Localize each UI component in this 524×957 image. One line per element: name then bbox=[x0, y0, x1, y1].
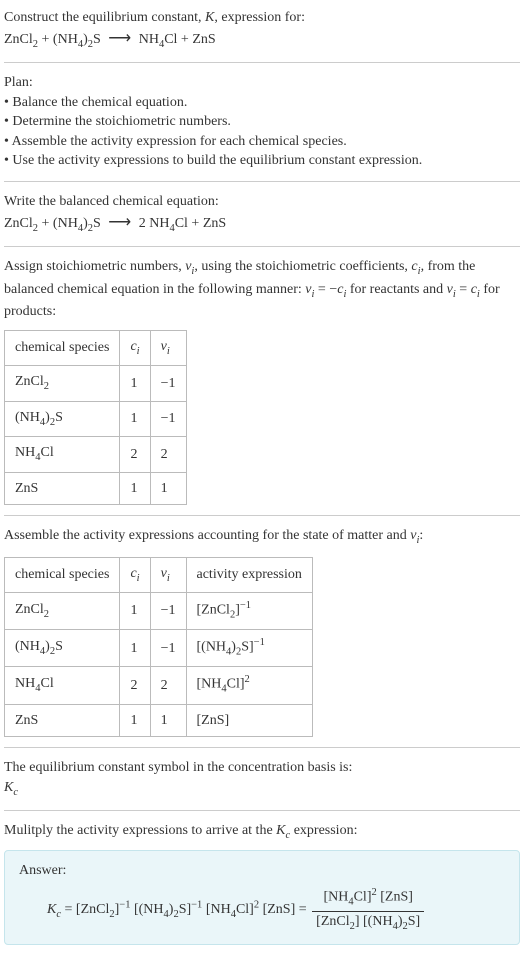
col-activity: activity expression bbox=[186, 557, 312, 592]
col-nui: νi bbox=[150, 330, 186, 365]
answer-label: Answer: bbox=[19, 861, 505, 881]
prompt-text-b: , expression for: bbox=[214, 10, 305, 25]
plan-list: Balance the chemical equation. Determine… bbox=[4, 93, 520, 171]
assemble-text: Assemble the activity expressions accoun… bbox=[4, 526, 520, 548]
plan-item: Balance the chemical equation. bbox=[4, 93, 520, 113]
answer-box: Answer: Kc = [ZnCl2]−1 [(NH4)2S]−1 [NH4C… bbox=[4, 850, 520, 945]
kc-symbol-section: The equilibrium constant symbol in the c… bbox=[4, 758, 520, 800]
plan-item: Use the activity expressions to build th… bbox=[4, 151, 520, 171]
table-header-row: chemical species ci νi activity expressi… bbox=[5, 557, 313, 592]
prompt-line: Construct the equilibrium constant, K, e… bbox=[4, 8, 520, 28]
multiply-text: Mulitply the activity expressions to arr… bbox=[4, 821, 520, 843]
table-row: ZnS 1 1 [ZnS] bbox=[5, 704, 313, 737]
kc-text: The equilibrium constant symbol in the c… bbox=[4, 758, 520, 778]
stoichiometry-table: chemical species ci νi ZnCl2 1 −1 (NH4)2… bbox=[4, 330, 187, 506]
col-species: chemical species bbox=[5, 330, 120, 365]
k-symbol: K bbox=[205, 10, 214, 25]
col-ci: ci bbox=[120, 330, 150, 365]
divider bbox=[4, 747, 520, 748]
assign-section: Assign stoichiometric numbers, νi, using… bbox=[4, 257, 520, 505]
assign-text: Assign stoichiometric numbers, νi, using… bbox=[4, 257, 520, 322]
divider bbox=[4, 515, 520, 516]
divider bbox=[4, 181, 520, 182]
col-nui: νi bbox=[150, 557, 186, 592]
assemble-section: Assemble the activity expressions accoun… bbox=[4, 526, 520, 737]
prompt-text-a: Construct the equilibrium constant, bbox=[4, 10, 205, 25]
table-row: ZnS 1 1 bbox=[5, 472, 187, 505]
plan-item: Determine the stoichiometric numbers. bbox=[4, 112, 520, 132]
balanced-equation: ZnCl2 + (NH4)2S ⟶ 2 NH4Cl + ZnS bbox=[4, 212, 520, 236]
divider bbox=[4, 810, 520, 811]
table-row: NH4Cl 2 2 bbox=[5, 437, 187, 472]
table-row: (NH4)2S 1 −1 [(NH4)2S]−1 bbox=[5, 630, 313, 667]
col-ci: ci bbox=[120, 557, 150, 592]
multiply-section: Mulitply the activity expressions to arr… bbox=[4, 821, 520, 945]
header-section: Construct the equilibrium constant, K, e… bbox=[4, 8, 520, 52]
divider bbox=[4, 246, 520, 247]
unbalanced-equation: ZnCl2 + (NH4)2S ⟶ NH4Cl + ZnS bbox=[4, 28, 520, 52]
kc-symbol: Kc bbox=[4, 778, 520, 800]
col-species: chemical species bbox=[5, 557, 120, 592]
divider bbox=[4, 62, 520, 63]
table-row: ZnCl2 1 −1 bbox=[5, 366, 187, 401]
activity-table: chemical species ci νi activity expressi… bbox=[4, 557, 313, 738]
plan-item: Assemble the activity expression for eac… bbox=[4, 132, 520, 152]
table-row: ZnCl2 1 −1 [ZnCl2]−1 bbox=[5, 593, 313, 630]
table-header-row: chemical species ci νi bbox=[5, 330, 187, 365]
answer-expression: Kc = [ZnCl2]−1 [(NH4)2S]−1 [NH4Cl]2 [ZnS… bbox=[19, 886, 505, 934]
balanced-section: Write the balanced chemical equation: Zn… bbox=[4, 192, 520, 236]
reaction-arrow: ⟶ bbox=[108, 212, 131, 234]
table-row: (NH4)2S 1 −1 bbox=[5, 401, 187, 436]
balanced-title: Write the balanced chemical equation: bbox=[4, 192, 520, 212]
table-row: NH4Cl 2 2 [NH4Cl]2 bbox=[5, 667, 313, 704]
reaction-arrow: ⟶ bbox=[108, 28, 131, 50]
plan-section: Plan: Balance the chemical equation. Det… bbox=[4, 73, 520, 171]
fraction: [NH4Cl]2 [ZnS][ZnCl2] [(NH4)2S] bbox=[312, 886, 424, 934]
plan-title: Plan: bbox=[4, 73, 520, 93]
